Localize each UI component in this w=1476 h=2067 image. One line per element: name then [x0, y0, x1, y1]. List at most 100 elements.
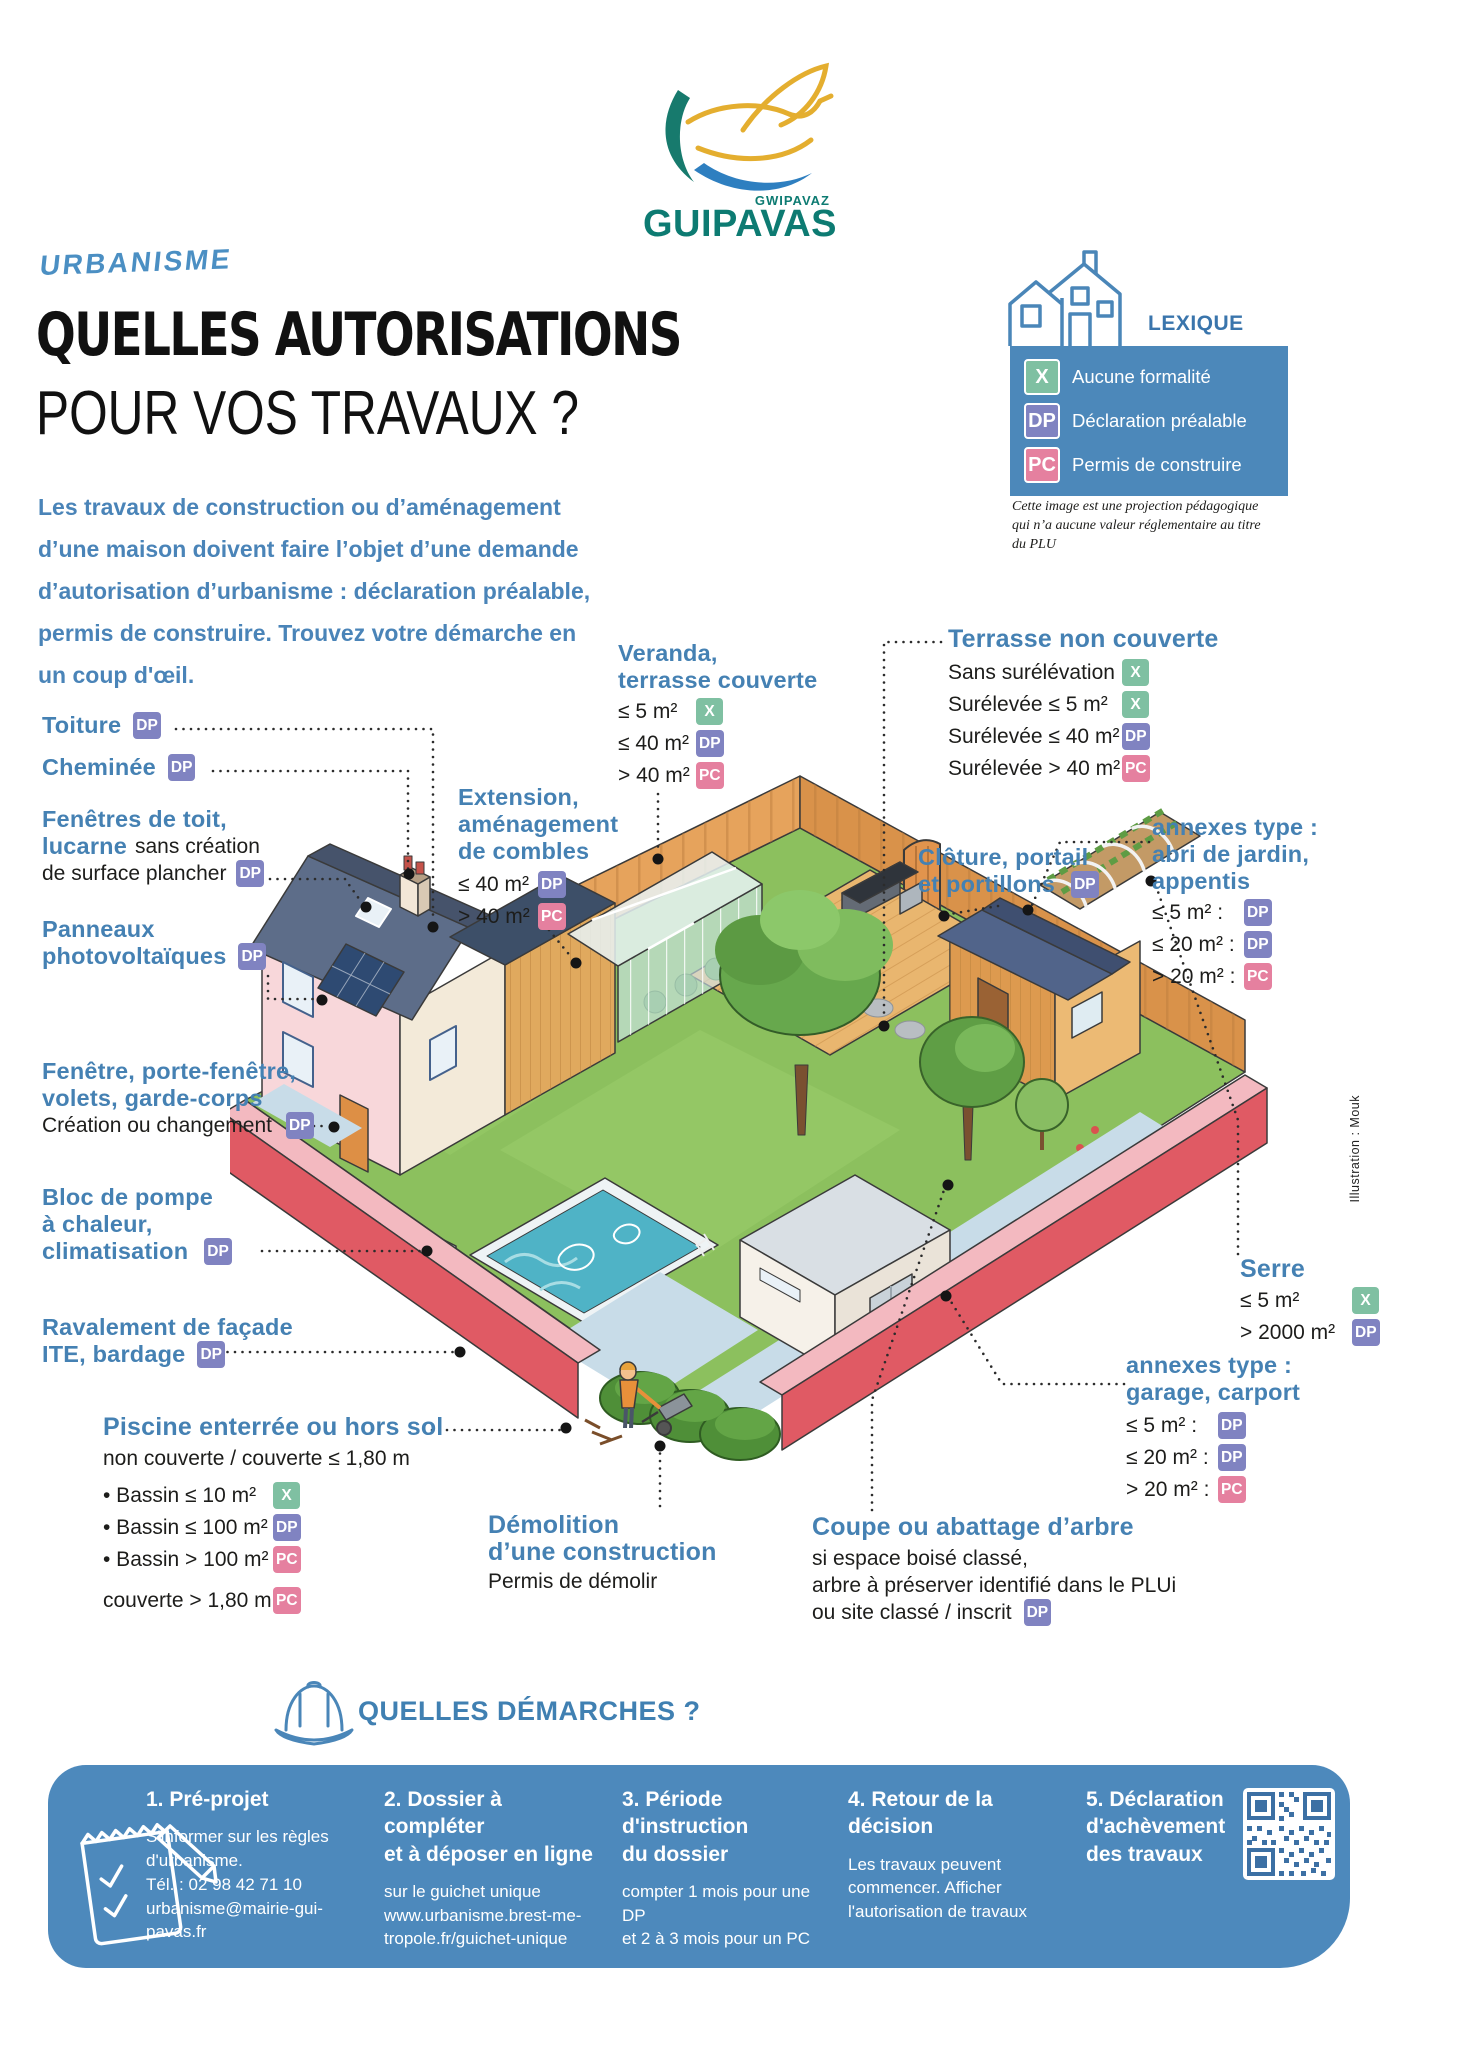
badge-pc: PC — [1024, 447, 1060, 483]
step-body: Les travaux peuvent commencer. Afficher … — [848, 1854, 1028, 1922]
label-title: Terrasse non couverte — [948, 625, 1219, 653]
label-title: à chaleur, — [42, 1211, 153, 1237]
label-pompe: Bloc de pompe à chaleur, climatisation D… — [42, 1184, 232, 1265]
label-title: annexes type : — [1126, 1352, 1293, 1378]
badge-x: X — [1122, 691, 1149, 718]
badge-x: X — [1122, 659, 1149, 686]
gardener — [584, 1361, 693, 1446]
lexique-item: DP Déclaration préalable — [1024, 403, 1274, 439]
label-demolition: Démolition d’une construction Permis de … — [488, 1512, 717, 1595]
label-sub: Création ou changement — [42, 1114, 272, 1137]
label-panneaux: Panneaux photovoltaïques DP — [42, 916, 267, 970]
rule-text: Sans surélévation — [948, 660, 1115, 684]
rule-row: ≤ 5 m² : DP — [1152, 899, 1318, 926]
rule-text: > 40 m² — [458, 904, 530, 928]
label-garage: annexes type : garage, carport ≤ 5 m² : … — [1126, 1352, 1300, 1508]
badge-pc: PC — [1218, 1476, 1246, 1503]
badge-dp: DP — [1024, 403, 1060, 439]
badge-dp: DP — [1218, 1412, 1246, 1439]
lexique-item: PC Permis de construire — [1024, 447, 1274, 483]
badge-x: X — [1352, 1287, 1379, 1314]
notepad-pencil-icon — [80, 1823, 218, 1946]
label-sub: de surface plancher — [42, 862, 227, 885]
label-title: d’une construction — [488, 1538, 717, 1566]
page-title-line2: POUR VOS TRAVAUX ? — [36, 379, 579, 448]
tree — [715, 890, 893, 1136]
label-title: aménagement — [458, 811, 619, 837]
label-title: Cheminée — [42, 754, 156, 780]
label-title: Panneaux — [42, 916, 155, 942]
window — [429, 1025, 457, 1081]
label-sub: arbre à préserver identifié dans le PLUi — [812, 1574, 1177, 1597]
rule-row: ≤ 5 m² : DP — [1126, 1412, 1300, 1439]
rule-row: ≤ 5 m² X — [1240, 1287, 1380, 1314]
badge-x: X — [696, 698, 723, 725]
house-outline-icon — [1008, 250, 1122, 346]
rule-row: Surélevée > 40 m² PC — [948, 755, 1219, 782]
label-title: ITE, bardage — [42, 1341, 186, 1367]
lexique-item: X Aucune formalité — [1024, 359, 1274, 395]
trees — [919, 1016, 1117, 1161]
label-title: de combles — [458, 838, 590, 864]
rule-row: > 40 m² PC — [618, 762, 817, 789]
badge-dp: DP — [236, 860, 264, 887]
rule-text: Surélevée ≤ 40 m² — [948, 724, 1120, 748]
rule-text: ≤ 40 m² — [618, 731, 690, 755]
step-title: 3. Période d'instruction du dossier — [622, 1788, 749, 1866]
label-title: Clôture, portail — [918, 844, 1089, 870]
label-terrasse: Terrasse non couverte Sans surélévation … — [948, 626, 1219, 787]
rule-text: • Bassin ≤ 10 m² — [103, 1483, 257, 1507]
badge-dp: DP — [204, 1238, 232, 1265]
rule-text: ≤ 40 m² — [458, 872, 530, 896]
step-title: 5. Déclaration d'achèvement des travaux — [1086, 1788, 1226, 1866]
badge-dp: DP — [133, 712, 161, 739]
lexique-item-label: Aucune formalité — [1072, 366, 1211, 387]
rule-row: ≤ 40 m² DP — [458, 871, 618, 898]
badge-dp: DP — [273, 1514, 301, 1541]
illustration-credit: Illustration : Mouk — [1348, 1095, 1362, 1203]
page-title-line1: QUELLES AUTORISATIONS — [36, 300, 682, 370]
rule-text: ≤ 20 m² : — [1152, 932, 1235, 956]
badge-pc: PC — [696, 762, 724, 789]
badge-pc: PC — [273, 1546, 301, 1573]
label-title: abri de jardin, — [1152, 841, 1310, 867]
badge-dp: DP — [1352, 1319, 1380, 1346]
label-coupe: Coupe ou abattage d’arbre si espace bois… — [812, 1514, 1176, 1626]
badge-dp: DP — [1071, 871, 1099, 898]
badge-x: X — [1024, 359, 1060, 395]
badge-dp: DP — [1244, 931, 1272, 958]
label-title: Ravalement de façade — [42, 1314, 293, 1340]
lexique-item-label: Permis de construire — [1072, 454, 1242, 475]
rule-row: Surélevée ≤ 5 m² X — [948, 691, 1219, 718]
pool — [469, 1177, 719, 1323]
label-ravalement: Ravalement de façade ITE, bardage DP — [42, 1314, 293, 1368]
badge-dp: DP — [238, 943, 267, 970]
rule-row: > 40 m² PC — [458, 903, 618, 930]
label-fenetres-toit: Fenêtres de toit, lucarne sans création … — [42, 806, 264, 887]
label-title: Fenêtre, porte-fenêtre, — [42, 1058, 297, 1084]
badge-pc: PC — [1244, 963, 1272, 990]
step-body: sur le guichet unique www.urbanisme.bres… — [384, 1881, 582, 1949]
label-title: lucarne — [42, 833, 127, 859]
label-title: volets, garde-corps — [42, 1085, 263, 1111]
rule-text: > 20 m² : — [1126, 1477, 1210, 1501]
badge-dp: DP — [1244, 899, 1272, 926]
label-title: terrasse couverte — [618, 667, 818, 693]
badge-dp: DP — [538, 871, 566, 898]
disclaimer: Cette image est une projection pédagogiq… — [1012, 499, 1261, 552]
label-toiture: Toiture DP — [42, 712, 161, 739]
rule-text: • Bassin > 100 m² — [103, 1547, 269, 1571]
label-title: Serre — [1240, 1255, 1305, 1283]
label-piscine: Piscine enterrée ou hors sol non couvert… — [103, 1414, 443, 1619]
guipavas-bird-logo-icon — [665, 62, 834, 191]
badge-dp: DP — [696, 730, 724, 757]
label-title: climatisation — [42, 1238, 189, 1264]
badge-pc: PC — [1122, 755, 1150, 782]
badge-dp: DP — [1122, 723, 1150, 750]
label-title: photovoltaïques — [42, 943, 227, 969]
step-4: 4. Retour de la décision Les travaux peu… — [848, 1786, 1078, 1924]
label-sub: ou site classé / inscrit — [812, 1601, 1012, 1624]
rule-text: • Bassin ≤ 100 m² — [103, 1515, 268, 1539]
rule-text: > 2000 m² — [1240, 1320, 1336, 1344]
rule-row: couverte > 1,80 m PC — [103, 1587, 443, 1614]
